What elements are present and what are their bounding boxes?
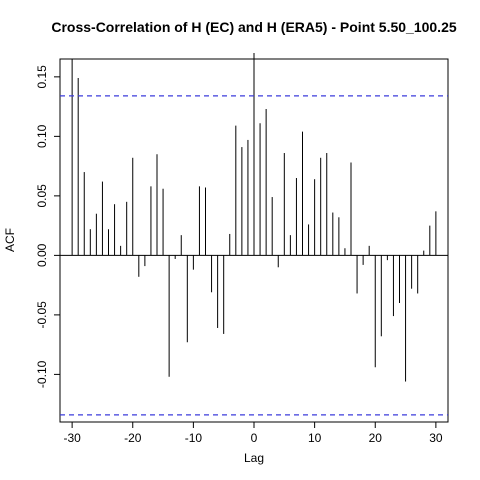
x-axis-label: Lag (244, 451, 264, 465)
chart-title: Cross-Correlation of H (EC) and H (ERA5)… (51, 19, 457, 35)
x-tick-label: -30 (63, 431, 81, 445)
x-tick-label: 10 (308, 431, 322, 445)
y-tick-label: -0.05 (35, 301, 49, 329)
y-tick-label: 0.15 (35, 65, 49, 89)
y-tick-label: 0.00 (35, 243, 49, 267)
x-tick-label: 0 (251, 431, 258, 445)
y-tick-label: 0.05 (35, 184, 49, 208)
x-tick-label: -20 (124, 431, 142, 445)
bars-group (71, 53, 437, 382)
y-tick-label: 0.10 (35, 124, 49, 148)
y-axis: -0.10 -0.05 0.00 0.05 0.10 0.15 (35, 65, 60, 388)
x-tick-label: 20 (369, 431, 383, 445)
x-axis: -30 -20 -10 0 10 20 30 (63, 422, 443, 445)
x-tick-label: 30 (429, 431, 443, 445)
confidence-bounds (60, 95, 448, 416)
y-tick-label: -0.10 (35, 360, 49, 388)
y-axis-label: ACF (3, 228, 17, 252)
x-tick-label: -10 (185, 431, 203, 445)
